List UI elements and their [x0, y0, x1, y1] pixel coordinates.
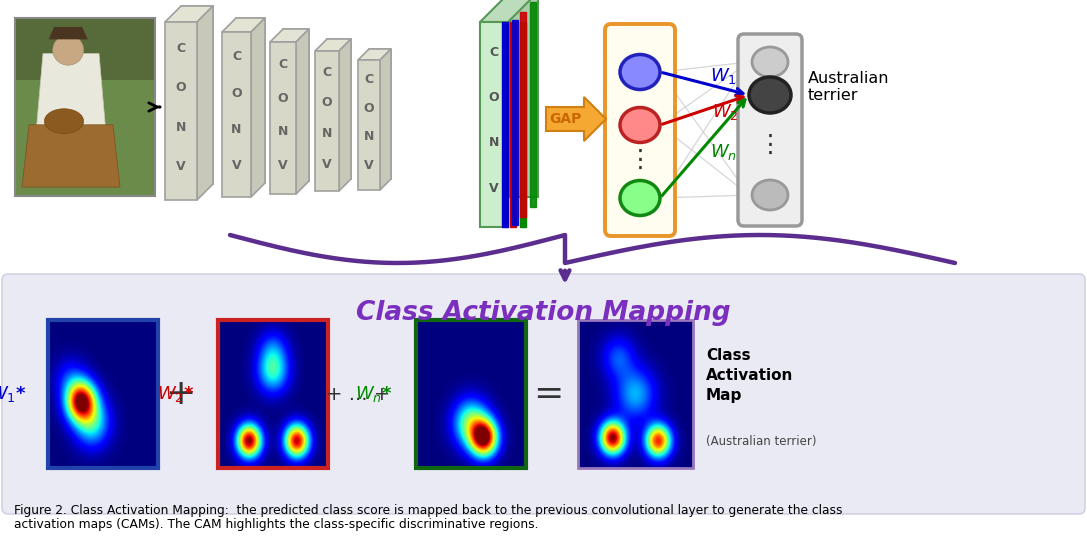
Polygon shape	[165, 6, 213, 22]
Polygon shape	[358, 60, 380, 190]
Text: V: V	[489, 182, 499, 194]
Bar	[48, 320, 158, 468]
Ellipse shape	[749, 77, 791, 113]
Text: N: N	[489, 137, 499, 149]
Polygon shape	[270, 42, 296, 194]
Text: V: V	[364, 159, 374, 172]
Text: N: N	[364, 130, 374, 143]
Text: O: O	[489, 91, 499, 104]
Text: activation maps (CAMs). The CAM highlights the class-specific discriminative reg: activation maps (CAMs). The CAM highligh…	[14, 518, 538, 531]
FancyBboxPatch shape	[605, 24, 675, 236]
Text: O: O	[364, 102, 374, 115]
Polygon shape	[546, 97, 605, 141]
Polygon shape	[530, 2, 536, 207]
Polygon shape	[251, 18, 265, 197]
Ellipse shape	[752, 180, 788, 210]
Polygon shape	[480, 22, 508, 227]
Polygon shape	[510, 22, 516, 227]
Text: N: N	[322, 127, 333, 140]
Text: N: N	[176, 121, 186, 133]
Text: Figure 2. Class Activation Mapping:  the predicted class score is mapped back to: Figure 2. Class Activation Mapping: the …	[14, 504, 842, 517]
Polygon shape	[36, 54, 107, 134]
Text: V: V	[176, 160, 186, 173]
Text: O: O	[322, 96, 333, 109]
Polygon shape	[283, 29, 309, 181]
Text: ⋮: ⋮	[758, 133, 783, 157]
Polygon shape	[380, 49, 391, 190]
Polygon shape	[49, 27, 88, 40]
Text: Class
Activation
Map: Class Activation Map	[705, 348, 794, 402]
Text: Class Activation Mapping: Class Activation Mapping	[355, 300, 730, 326]
Text: O: O	[232, 87, 241, 99]
Text: O: O	[176, 81, 186, 94]
Polygon shape	[270, 29, 309, 42]
Text: +: +	[165, 377, 196, 411]
Text: GAP: GAP	[549, 112, 582, 126]
Text: C: C	[323, 65, 332, 79]
Text: C: C	[489, 46, 499, 59]
Polygon shape	[222, 32, 251, 197]
FancyBboxPatch shape	[2, 274, 1085, 514]
Bar	[15, 18, 155, 196]
Ellipse shape	[53, 35, 84, 65]
Polygon shape	[480, 0, 538, 22]
Text: C: C	[176, 42, 186, 55]
Text: N: N	[232, 123, 241, 136]
Polygon shape	[197, 6, 213, 200]
Text: C: C	[364, 73, 374, 86]
Polygon shape	[368, 49, 391, 179]
Text: =: =	[533, 377, 563, 411]
Polygon shape	[296, 29, 309, 194]
Ellipse shape	[752, 47, 788, 77]
Polygon shape	[182, 6, 213, 184]
Ellipse shape	[45, 109, 84, 134]
Polygon shape	[315, 39, 351, 51]
Text: + ... +: + ... +	[326, 384, 390, 404]
Polygon shape	[510, 0, 538, 197]
Text: N: N	[278, 125, 288, 138]
Ellipse shape	[620, 108, 660, 143]
Text: V: V	[278, 159, 288, 172]
Text: $W_2$*: $W_2$*	[158, 384, 195, 404]
Text: C: C	[232, 51, 241, 63]
Text: V: V	[232, 159, 241, 172]
Text: V: V	[322, 158, 332, 171]
Bar	[416, 320, 526, 468]
Ellipse shape	[620, 181, 660, 216]
Text: ⋮: ⋮	[627, 148, 652, 172]
Polygon shape	[520, 12, 526, 217]
Polygon shape	[502, 22, 508, 227]
Bar	[578, 320, 694, 468]
Text: O: O	[277, 92, 288, 105]
Text: C: C	[278, 58, 288, 71]
Text: $W_n$*: $W_n$*	[355, 384, 392, 404]
Polygon shape	[327, 39, 351, 179]
Polygon shape	[358, 49, 391, 60]
Text: $W_1$: $W_1$	[710, 65, 736, 86]
Ellipse shape	[620, 54, 660, 89]
Bar	[15, 18, 155, 80]
Bar	[15, 18, 155, 196]
Polygon shape	[512, 20, 518, 225]
Text: Australian
terrier: Australian terrier	[808, 71, 889, 103]
Polygon shape	[520, 22, 526, 227]
Text: $W_n$: $W_n$	[710, 142, 736, 161]
FancyBboxPatch shape	[738, 34, 802, 226]
Polygon shape	[236, 18, 265, 183]
Polygon shape	[315, 51, 339, 191]
Text: $W_2$: $W_2$	[712, 102, 739, 122]
Text: (Australian terrier): (Australian terrier)	[705, 435, 816, 448]
Polygon shape	[165, 22, 197, 200]
Polygon shape	[339, 39, 351, 191]
Polygon shape	[222, 18, 265, 32]
Bar	[218, 320, 328, 468]
Polygon shape	[22, 125, 120, 187]
Text: $W_1$*: $W_1$*	[0, 384, 27, 404]
